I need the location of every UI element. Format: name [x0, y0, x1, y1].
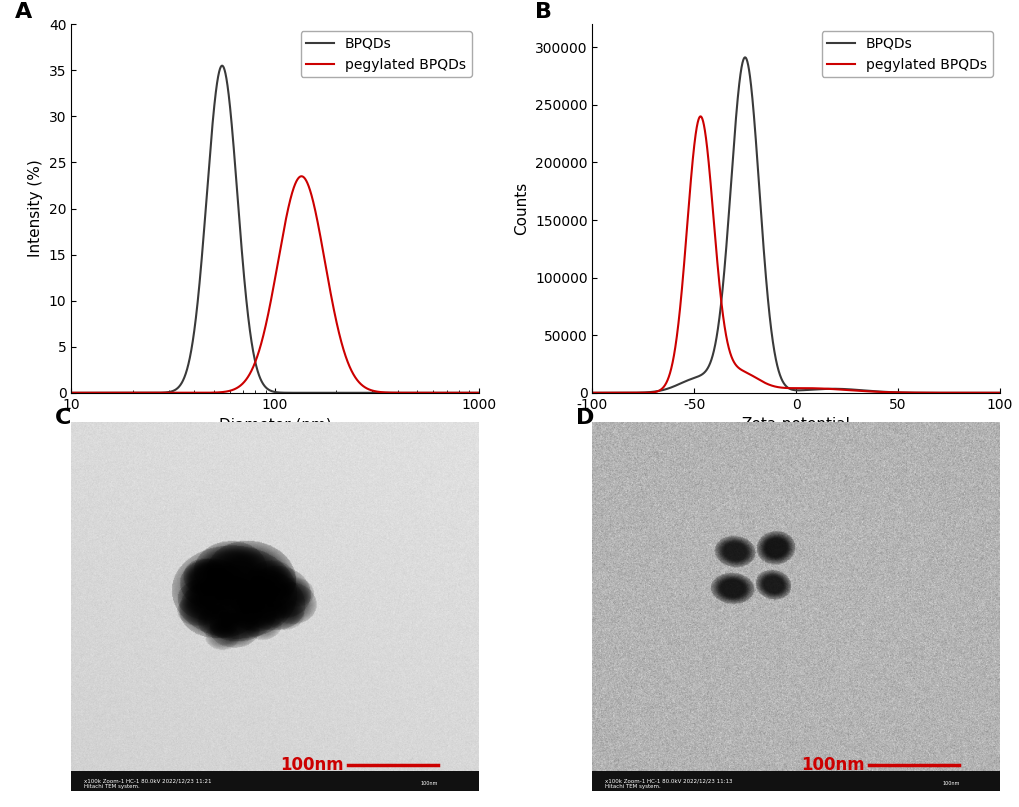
Y-axis label: Intensity (%): Intensity (%) — [29, 160, 44, 257]
Text: D: D — [576, 408, 594, 428]
Legend: BPQDs, pegylated BPQDs: BPQDs, pegylated BPQDs — [821, 31, 991, 77]
Text: Hitachi TEM system.: Hitachi TEM system. — [604, 784, 660, 789]
Text: A: A — [14, 2, 32, 22]
Text: 100nm: 100nm — [942, 781, 959, 786]
Text: C: C — [55, 408, 71, 428]
Y-axis label: Counts: Counts — [514, 182, 529, 235]
Legend: BPQDs, pegylated BPQDs: BPQDs, pegylated BPQDs — [301, 31, 471, 77]
Text: 100nm: 100nm — [280, 756, 343, 774]
Text: x100k Zoom-1 HC-1 80.0kV 2022/12/23 11:13: x100k Zoom-1 HC-1 80.0kV 2022/12/23 11:1… — [604, 778, 732, 783]
Bar — [71, 771, 478, 791]
Bar — [592, 771, 999, 791]
Text: Hitachi TEM system.: Hitachi TEM system. — [84, 784, 140, 789]
Text: B: B — [535, 2, 552, 22]
Text: x100k Zoom-1 HC-1 80.0kV 2022/12/23 11:21: x100k Zoom-1 HC-1 80.0kV 2022/12/23 11:2… — [84, 778, 211, 783]
X-axis label: Zeta-potential: Zeta-potential — [741, 417, 850, 433]
Text: 100nm: 100nm — [421, 781, 438, 786]
Text: 100nm: 100nm — [801, 756, 864, 774]
X-axis label: Diameter (nm): Diameter (nm) — [218, 417, 331, 433]
